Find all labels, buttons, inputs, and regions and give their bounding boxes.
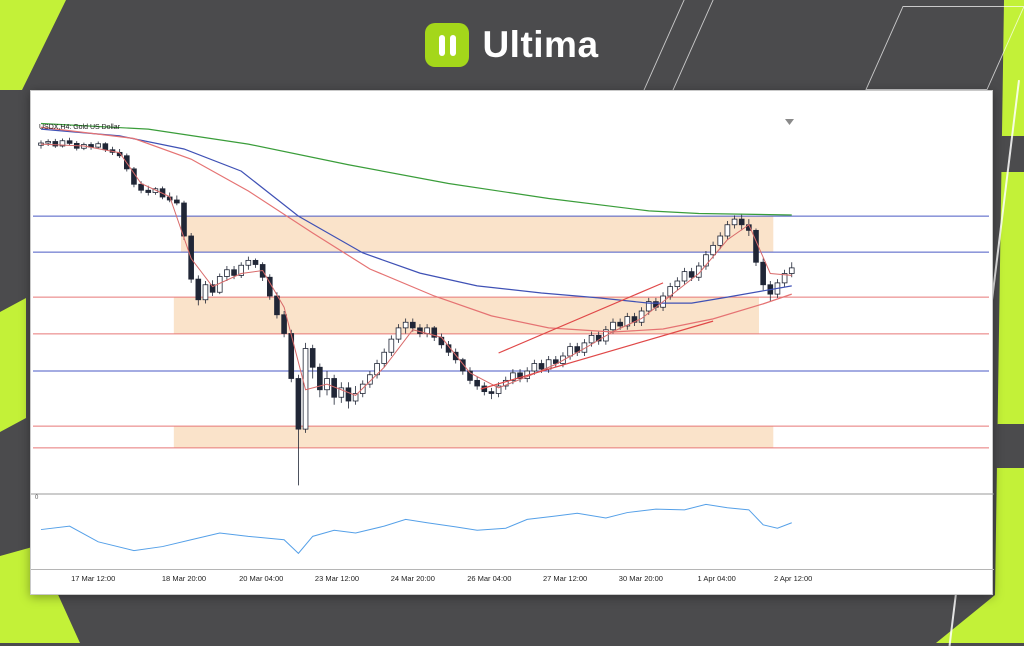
svg-text:17 Mar 12:00: 17 Mar 12:00 bbox=[71, 574, 115, 583]
svg-text:18 Mar 20:00: 18 Mar 20:00 bbox=[162, 574, 206, 583]
trendline bbox=[480, 320, 714, 390]
svg-text:23 Mar 12:00: 23 Mar 12:00 bbox=[315, 574, 359, 583]
price-chart-svg: 17 Mar 12:00 18 Mar 20:00 20 Mar 04:00 23 M… bbox=[31, 119, 994, 583]
svg-text:1 Apr 04:00: 1 Apr 04:00 bbox=[697, 574, 735, 583]
ultima-logo-icon bbox=[425, 23, 470, 67]
green-stripe-left bbox=[0, 298, 26, 432]
ultima-logo-text: Ultima bbox=[482, 24, 599, 65]
logo-bar-right bbox=[449, 34, 456, 56]
ma-green-slow bbox=[40, 122, 792, 216]
chart-shift-marker-icon bbox=[785, 119, 794, 125]
x-axis-labels: 17 Mar 12:00 18 Mar 20:00 20 Mar 04:00 23 M… bbox=[71, 574, 812, 583]
svg-text:27 Mar 12:00: 27 Mar 12:00 bbox=[543, 574, 587, 583]
svg-text:2 Apr 12:00: 2 Apr 12:00 bbox=[774, 574, 812, 583]
symbol-label: USDX,H4: Gold US Dollar bbox=[39, 124, 120, 131]
svg-text:24 Mar 20:00: 24 Mar 20:00 bbox=[391, 574, 435, 583]
supply-demand-zones bbox=[173, 216, 774, 448]
ma-red-slow bbox=[40, 126, 792, 333]
ultima-logo: Ultima bbox=[425, 23, 598, 67]
indicator-origin-label: 0 bbox=[35, 495, 39, 501]
svg-text:30 Mar 20:00: 30 Mar 20:00 bbox=[619, 574, 663, 583]
chart-panel: USDX,H4: Gold US Dollar 0 17 Mar 12:00 18… bbox=[30, 90, 994, 595]
logo-bar-left bbox=[438, 34, 445, 56]
ma-red-fast bbox=[40, 143, 792, 396]
trendline bbox=[498, 282, 664, 354]
lower-indicator-line bbox=[40, 503, 792, 555]
header: Ultima bbox=[0, 0, 1024, 90]
svg-text:26 Mar 04:00: 26 Mar 04:00 bbox=[467, 574, 511, 583]
ma-blue-medium bbox=[40, 128, 792, 304]
svg-text:20 Mar 04:00: 20 Mar 04:00 bbox=[239, 574, 283, 583]
